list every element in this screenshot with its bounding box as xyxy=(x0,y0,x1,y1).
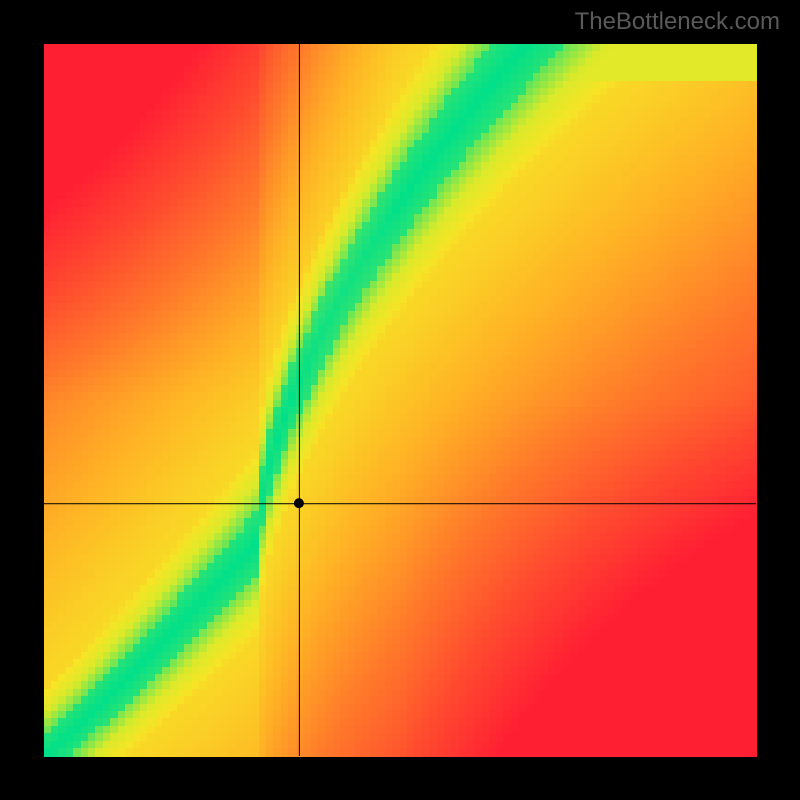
watermark-text: TheBottleneck.com xyxy=(575,8,780,36)
bottleneck-heatmap-canvas xyxy=(0,0,800,800)
chart-stage: TheBottleneck.com xyxy=(0,0,800,800)
